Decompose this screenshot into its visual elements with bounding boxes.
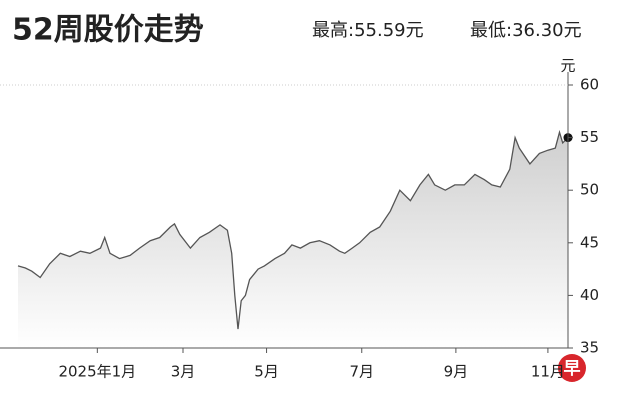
x-tick-label: 2025年1月 (58, 363, 136, 381)
low-label: 最低:36.30元 (470, 20, 582, 41)
x-tick-label: 7月 (349, 363, 374, 381)
y-tick-label: 40 (580, 286, 599, 304)
x-tick-label: 11月 (531, 363, 565, 381)
y-tick-label: 35 (580, 339, 599, 357)
x-tick-label: 5月 (254, 363, 279, 381)
logo-badge (558, 354, 586, 382)
price-line (17, 129, 569, 330)
price-area (18, 132, 568, 348)
y-tick-label: 60 (580, 76, 599, 94)
y-tick-label: 55 (580, 128, 599, 146)
logo-text: 早 (564, 359, 581, 379)
y-tick-label: 50 (580, 181, 599, 199)
high-label: 最高:55.59元 (312, 20, 424, 41)
x-tick-label: 3月 (171, 363, 196, 381)
y-unit: 元 (560, 57, 575, 75)
chart-title: 52周股价走势 (12, 13, 204, 48)
y-tick-label: 45 (580, 233, 599, 251)
x-tick-label: 9月 (444, 363, 469, 381)
logo: 早 (558, 354, 586, 382)
